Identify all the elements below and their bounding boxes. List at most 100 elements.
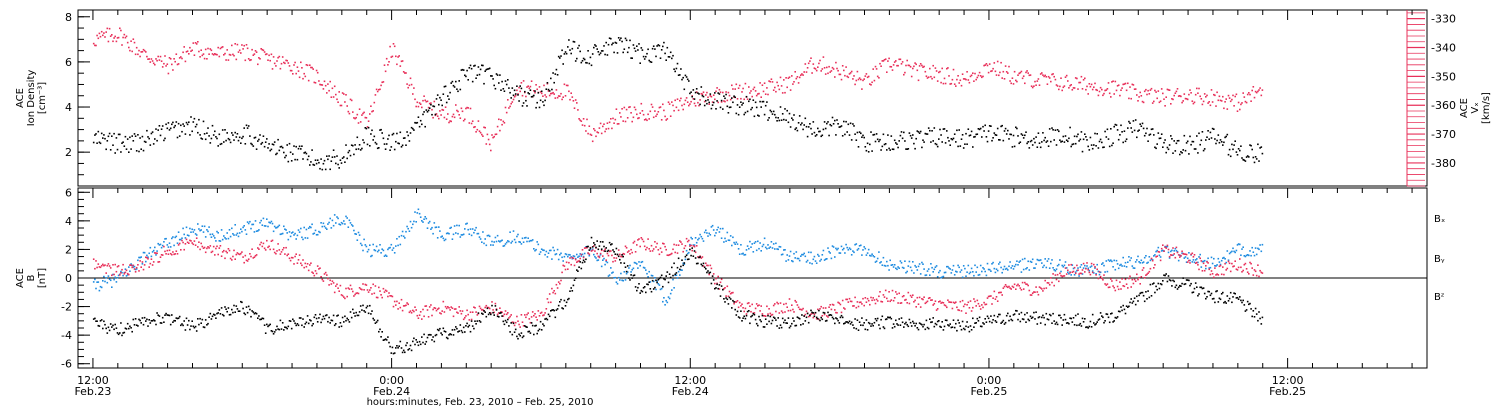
bz-point <box>562 264 564 267</box>
bx-point <box>624 266 627 268</box>
vx-point <box>759 82 761 84</box>
vx-point <box>880 65 882 67</box>
bx-point <box>98 325 101 327</box>
bz-point <box>1219 264 1222 267</box>
by-point <box>431 226 433 229</box>
density-point <box>924 132 927 135</box>
vx-point <box>956 78 958 81</box>
bz-point <box>912 294 914 296</box>
density-point <box>164 137 166 140</box>
vx-point <box>324 84 327 87</box>
bx-point <box>180 324 182 327</box>
bz-point <box>387 295 389 298</box>
vx-point <box>200 49 202 51</box>
vx-point <box>1186 98 1189 101</box>
vx-point <box>356 113 359 116</box>
density-point <box>598 53 601 56</box>
density-point <box>546 82 549 84</box>
density-point <box>375 143 378 145</box>
density-point <box>636 45 638 47</box>
vx-point <box>554 97 557 99</box>
by-point <box>526 240 528 243</box>
bx-point <box>702 262 705 265</box>
density-point <box>1141 122 1144 125</box>
bz-point <box>438 307 440 310</box>
bz-point <box>1021 281 1024 284</box>
density-point <box>373 135 376 138</box>
by-point <box>901 266 904 269</box>
by-point <box>714 234 716 237</box>
bz-point <box>1216 273 1218 275</box>
bx-point <box>762 326 765 328</box>
bz-point <box>775 310 777 313</box>
bx-point <box>309 319 311 321</box>
density-point <box>1260 146 1263 148</box>
vx-point <box>864 75 867 77</box>
vx-point <box>668 103 671 105</box>
by-point <box>512 230 515 232</box>
bz-point <box>357 292 360 295</box>
b-axis-tick-label: 4 <box>65 215 72 228</box>
bx-point <box>240 300 242 303</box>
bx-point <box>224 306 226 308</box>
bx-point <box>290 327 293 330</box>
vx-point <box>988 63 991 65</box>
bx-point <box>97 324 100 327</box>
bz-point <box>952 301 955 304</box>
bz-point <box>533 314 535 317</box>
bx-point <box>913 322 915 325</box>
vx-point <box>1119 94 1121 97</box>
bz-point <box>263 247 266 250</box>
vx-point <box>607 127 610 130</box>
density-point <box>397 142 399 144</box>
bz-point <box>778 312 781 314</box>
by-point <box>1261 243 1264 246</box>
bz-point <box>211 250 214 253</box>
bx-point <box>405 344 407 347</box>
by-point <box>413 220 415 223</box>
density-point <box>978 128 981 131</box>
bz-point <box>964 303 966 306</box>
bz-point <box>504 310 507 312</box>
vx-point <box>907 64 910 67</box>
by-point <box>927 268 930 270</box>
by-point <box>551 258 553 260</box>
bz-point <box>1120 288 1122 290</box>
bz-point <box>461 310 464 312</box>
by-point <box>428 220 431 223</box>
by-point <box>745 249 748 251</box>
density-point <box>297 147 300 150</box>
density-point <box>1012 134 1015 137</box>
density-point <box>1107 138 1110 140</box>
by-point <box>932 271 934 273</box>
bz-point <box>507 312 509 314</box>
by-point <box>750 246 752 248</box>
bx-point <box>440 332 442 334</box>
bz-point <box>905 298 907 301</box>
density-point <box>424 125 426 128</box>
vx-point <box>1217 99 1220 102</box>
by-point <box>567 255 569 258</box>
by-point <box>772 243 775 245</box>
density-point <box>421 123 423 126</box>
density-point <box>648 59 650 62</box>
vx-point <box>193 54 196 56</box>
bx-point <box>141 317 144 319</box>
bx-point <box>221 313 224 316</box>
density-point <box>615 42 618 44</box>
density-point <box>304 151 307 154</box>
vx-point <box>138 49 140 52</box>
bx-point <box>574 277 577 279</box>
vx-point <box>278 55 281 58</box>
bz-point <box>536 319 538 321</box>
density-point <box>245 124 248 127</box>
by-point <box>383 255 386 257</box>
bz-point <box>252 257 255 259</box>
vx-point <box>161 66 164 68</box>
vx-point <box>1207 102 1209 104</box>
vx-point <box>314 82 317 84</box>
density-point <box>679 74 681 76</box>
vx-point <box>183 46 185 48</box>
by-point <box>424 216 426 218</box>
bz-point <box>1210 270 1213 272</box>
